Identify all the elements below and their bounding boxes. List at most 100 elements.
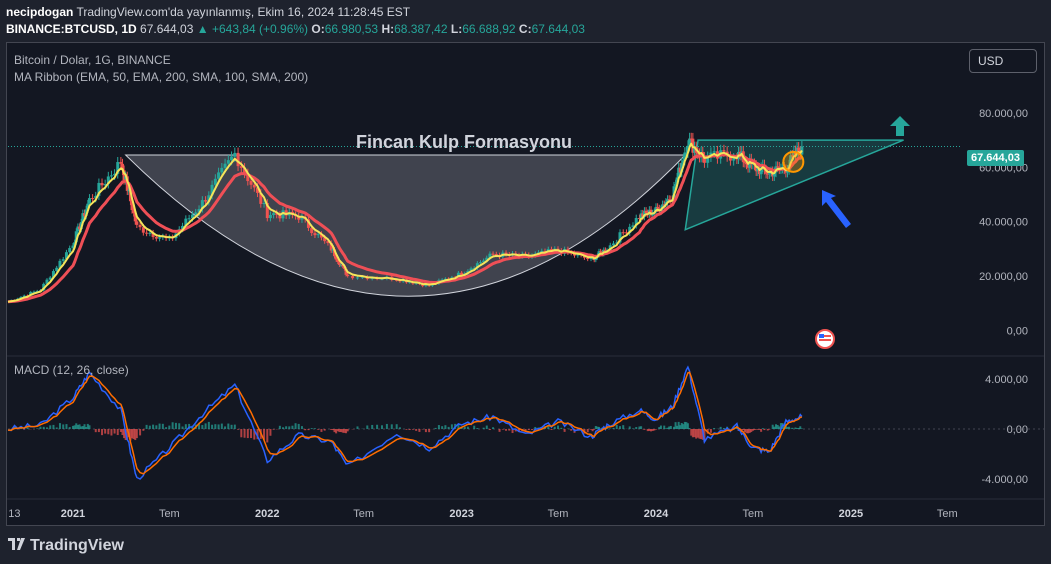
macd-histogram-bar <box>171 422 174 429</box>
open-value: 66.980,53 <box>324 22 379 36</box>
tradingview-branding[interactable]: TradingView <box>8 537 124 555</box>
macd-histogram-bar <box>638 426 641 429</box>
macd-histogram-bar <box>594 426 597 429</box>
candle-body <box>702 157 706 163</box>
macd-histogram-bar <box>646 429 649 432</box>
macd-histogram-bar <box>65 424 68 429</box>
candle-body <box>226 160 230 164</box>
candle-body <box>300 216 304 220</box>
chart-frame[interactable] <box>6 42 1045 526</box>
macd-histogram-bar <box>253 429 256 440</box>
macd-histogram-bar <box>760 429 763 432</box>
pattern-annotation: Fincan Kulp Formasyonu <box>356 132 573 152</box>
candle-body <box>628 226 632 233</box>
candle-body <box>684 152 688 154</box>
arrow-pointer-icon <box>822 190 851 228</box>
macd-histogram-bar <box>45 427 48 429</box>
macd-histogram-bar <box>366 425 369 429</box>
macd-histogram-bar <box>266 429 269 443</box>
macd-histogram-bar <box>709 429 712 433</box>
candle-body <box>341 264 345 267</box>
macd-histogram-bar <box>317 429 320 430</box>
candle-body <box>310 227 314 234</box>
macd-legend[interactable]: MACD (12, 26, close) <box>14 363 129 377</box>
currency-button[interactable]: USD <box>969 49 1037 73</box>
macd-histogram-bar <box>418 429 421 432</box>
time-axis-label: 2024 <box>644 508 669 520</box>
macd-histogram-bar <box>385 423 388 429</box>
candle-body <box>339 264 343 266</box>
candle-body <box>550 249 554 251</box>
candle-body <box>491 253 495 255</box>
candle-body <box>756 167 760 172</box>
macd-histogram-bar <box>343 429 346 433</box>
macd-histogram-bar <box>49 425 52 429</box>
macd-histogram-bar <box>654 429 657 430</box>
macd-histogram-bar <box>766 429 769 431</box>
macd-histogram-bar <box>310 428 313 429</box>
candle-body <box>51 271 55 278</box>
price-change: ▲ +643,84 (+0.96%) <box>196 22 309 36</box>
macd-histogram-bar <box>682 424 685 429</box>
candle-body <box>154 236 158 239</box>
candle-body <box>689 138 693 140</box>
candle-body <box>127 190 131 192</box>
macd-histogram-bar <box>622 425 625 429</box>
candle-body <box>674 184 678 187</box>
candle-body <box>97 182 101 196</box>
macd-histogram-bar <box>771 424 774 429</box>
candle-body <box>504 252 508 255</box>
macd-histogram-bar <box>691 429 694 438</box>
candle-body <box>64 252 68 260</box>
macd-histogram-bar <box>346 429 349 432</box>
macd-histogram-bar <box>356 426 359 429</box>
macd-histogram-bar <box>631 428 634 429</box>
candle-body <box>599 251 603 253</box>
macd-histogram-bar <box>123 429 126 439</box>
price-axis-label: 80.000,00 <box>979 108 1028 120</box>
macd-histogram-bar <box>753 429 756 431</box>
macd-histogram-bar <box>570 429 573 431</box>
publish-info: necipdogan TradingView.com'da yayınlanmı… <box>6 5 410 19</box>
macd-histogram-bar <box>155 425 158 429</box>
macd-histogram-bar <box>85 426 88 429</box>
macd-histogram-bar <box>688 428 691 429</box>
macd-histogram-bar <box>132 429 135 440</box>
macd-histogram-bar <box>751 429 754 431</box>
candle-body <box>319 234 323 238</box>
macd-histogram-bar <box>750 429 753 433</box>
close-label: C: <box>518 22 532 36</box>
us-flag-stripe <box>819 339 831 341</box>
ma-ribbon-legend[interactable]: MA Ribbon (EMA, 50, EMA, 200, SMA, 100, … <box>14 70 309 84</box>
macd-histogram-bar <box>86 423 89 429</box>
macd-histogram-bar <box>669 425 672 429</box>
macd-histogram-bar <box>168 425 171 429</box>
macd-histogram-bar <box>71 425 74 429</box>
candle-body <box>475 263 479 269</box>
main-legend[interactable]: Bitcoin / Dolar, 1G, BINANCE <box>14 53 171 67</box>
time-axis-label: 2021 <box>61 508 85 520</box>
macd-histogram-bar <box>797 427 800 429</box>
candle-body <box>109 175 113 177</box>
macd-histogram-bar <box>214 424 217 429</box>
macd-histogram-bar <box>492 427 495 429</box>
candle-body <box>395 279 399 281</box>
author-name[interactable]: necipdogan <box>6 5 74 19</box>
macd-histogram-bar <box>742 429 745 431</box>
candle-body <box>306 219 310 228</box>
candle-body <box>351 275 355 279</box>
macd-histogram-bar <box>778 426 781 429</box>
candle-body <box>754 165 758 172</box>
macd-histogram-bar <box>333 429 336 433</box>
candle-body <box>408 281 412 283</box>
macd-histogram-bar <box>677 421 680 429</box>
macd-histogram-bar <box>586 429 589 433</box>
macd-histogram-bar <box>663 425 666 429</box>
macd-histogram-bar <box>498 429 501 432</box>
macd-histogram-bar <box>282 427 285 429</box>
macd-histogram-bar <box>131 429 134 439</box>
candle-body <box>743 162 747 164</box>
macd-histogram-bar <box>97 429 100 433</box>
macd-histogram-bar <box>371 424 374 429</box>
